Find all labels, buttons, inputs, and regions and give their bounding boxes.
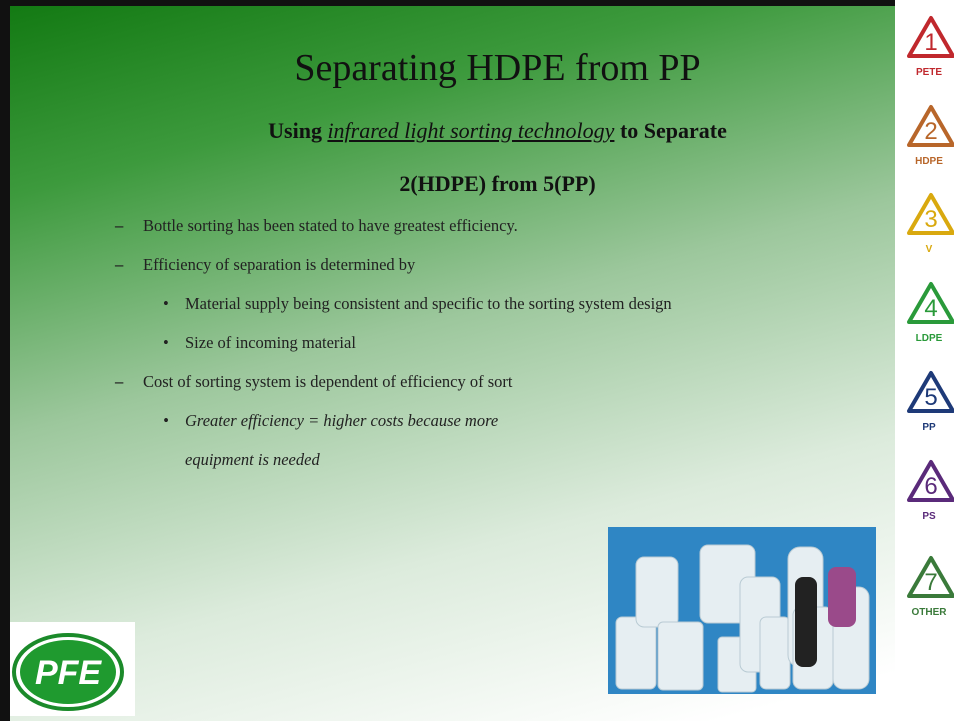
recycle-triangle: [907, 105, 954, 147]
logo: PFE: [12, 633, 124, 711]
subtitle-prefix: Using: [268, 118, 328, 143]
bottles-photo: [608, 527, 876, 694]
recycle-triangle: [907, 193, 954, 235]
recycling-codes: 1 PETE 2 HDPE 3 V 4 LDPE 5 PP 6 PS 7 OTHER: [895, 0, 954, 721]
slide: Separating HDPE from PP Using infrared l…: [0, 0, 895, 721]
subtitle-suffix: to Separate: [614, 118, 727, 143]
recycle-number: 5: [924, 384, 937, 411]
recycle-label: V: [926, 244, 933, 255]
subtitle-line: 2(HDPE) from 5(PP): [399, 171, 596, 196]
bullet: Cost of sorting system is dependent of e…: [115, 362, 512, 401]
recycle-number: 1: [924, 29, 937, 56]
recycle-triangle: [907, 556, 954, 598]
subtitle: Using infrared light sorting technology …: [10, 118, 954, 144]
logo-fill: [20, 640, 116, 704]
recycle-triangle: [907, 371, 954, 413]
recycle-triangle: [907, 16, 954, 58]
recycle-triangle: [907, 460, 954, 502]
recycle-triangle: [907, 282, 954, 324]
recycle-number: 6: [924, 473, 937, 500]
recycle-number: 4: [924, 295, 937, 322]
recycle-label: PP: [922, 422, 936, 433]
recycle-number: 7: [924, 569, 937, 596]
sub-bullet: Greater efficiency = higher costs becaus…: [163, 401, 555, 479]
recycle-label: PETE: [916, 67, 942, 78]
sub-bullet: Material supply being consistent and spe…: [163, 284, 672, 323]
bullet: Efficiency of separation is determined b…: [115, 245, 415, 284]
slide-title: Separating HDPE from PP: [294, 47, 701, 89]
bullet: Bottle sorting has been stated to have g…: [115, 206, 518, 245]
purple-bottle: [828, 567, 856, 627]
logo-text: PFE: [35, 654, 102, 692]
recycle-number: 2: [924, 118, 937, 145]
recycle-label: HDPE: [915, 156, 943, 167]
dark-bottle: [795, 577, 817, 667]
recycle-number: 3: [924, 206, 937, 233]
recycle-label: PS: [922, 511, 936, 522]
recycle-label: OTHER: [912, 607, 948, 618]
subtitle-emphasis: infrared light sorting technology: [327, 118, 615, 143]
logo-box: PFE: [10, 622, 135, 716]
recycle-label: LDPE: [916, 333, 943, 344]
sub-bullet: Size of incoming material: [163, 323, 356, 362]
